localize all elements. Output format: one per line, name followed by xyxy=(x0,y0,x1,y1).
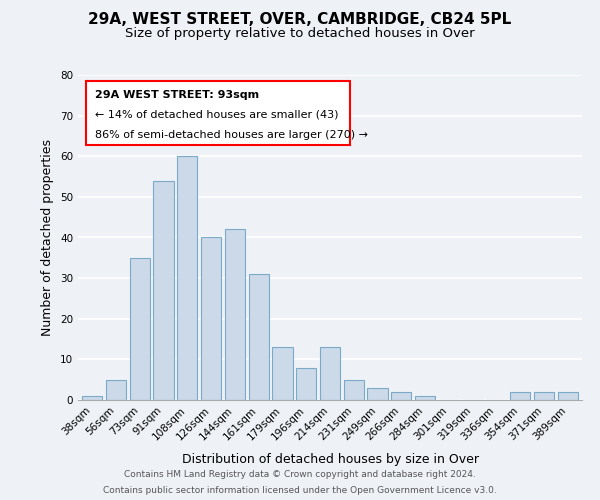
Bar xyxy=(510,392,530,400)
Bar xyxy=(177,156,197,400)
Text: 86% of semi-detached houses are larger (270) →: 86% of semi-detached houses are larger (… xyxy=(95,130,368,140)
Text: ← 14% of detached houses are smaller (43): ← 14% of detached houses are smaller (43… xyxy=(95,110,338,120)
Bar xyxy=(225,230,245,400)
Bar xyxy=(534,392,554,400)
Text: 29A WEST STREET: 93sqm: 29A WEST STREET: 93sqm xyxy=(95,90,259,100)
Bar xyxy=(391,392,412,400)
Bar xyxy=(320,347,340,400)
Bar xyxy=(296,368,316,400)
Bar xyxy=(82,396,103,400)
Bar xyxy=(154,180,173,400)
Bar xyxy=(272,347,293,400)
Bar xyxy=(248,274,269,400)
X-axis label: Distribution of detached houses by size in Over: Distribution of detached houses by size … xyxy=(182,453,479,466)
Text: Contains public sector information licensed under the Open Government Licence v3: Contains public sector information licen… xyxy=(103,486,497,495)
Bar xyxy=(201,238,221,400)
FancyBboxPatch shape xyxy=(86,82,350,145)
Bar xyxy=(557,392,578,400)
Bar xyxy=(344,380,364,400)
Bar xyxy=(130,258,150,400)
Bar xyxy=(106,380,126,400)
Text: 29A, WEST STREET, OVER, CAMBRIDGE, CB24 5PL: 29A, WEST STREET, OVER, CAMBRIDGE, CB24 … xyxy=(88,12,512,28)
Bar xyxy=(415,396,435,400)
Y-axis label: Number of detached properties: Number of detached properties xyxy=(41,139,55,336)
Text: Size of property relative to detached houses in Over: Size of property relative to detached ho… xyxy=(125,28,475,40)
Text: Contains HM Land Registry data © Crown copyright and database right 2024.: Contains HM Land Registry data © Crown c… xyxy=(124,470,476,479)
Bar xyxy=(367,388,388,400)
